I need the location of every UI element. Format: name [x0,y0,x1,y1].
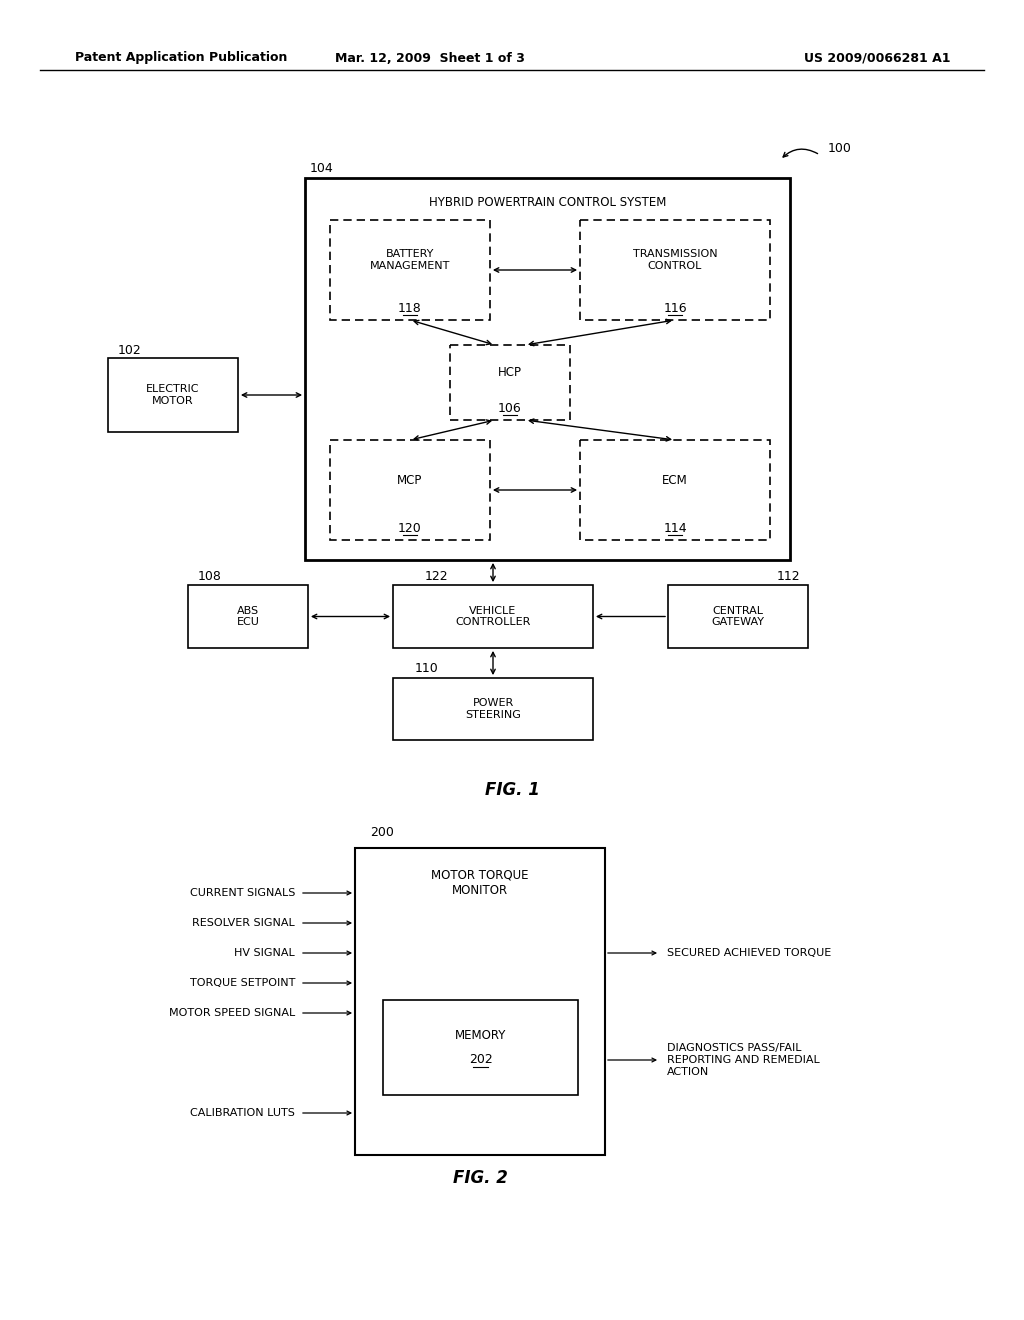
Text: 118: 118 [398,301,422,314]
Text: TRANSMISSION
CONTROL: TRANSMISSION CONTROL [633,249,718,271]
Text: 106: 106 [498,401,522,414]
Text: RESOLVER SIGNAL: RESOLVER SIGNAL [193,917,295,928]
Text: MOTOR TORQUE
MONITOR: MOTOR TORQUE MONITOR [431,869,528,898]
Text: DIAGNOSTICS PASS/FAIL
REPORTING AND REMEDIAL
ACTION: DIAGNOSTICS PASS/FAIL REPORTING AND REME… [667,1043,820,1077]
Bar [383,1001,578,1096]
Text: FIG. 2: FIG. 2 [453,1170,508,1187]
Text: 108: 108 [198,569,222,582]
Text: 100: 100 [828,141,852,154]
Bar [393,585,593,648]
Text: 202: 202 [469,1053,493,1067]
Bar [668,585,808,648]
Text: MEMORY: MEMORY [455,1030,506,1041]
Text: Mar. 12, 2009  Sheet 1 of 3: Mar. 12, 2009 Sheet 1 of 3 [335,51,525,65]
Text: HV SIGNAL: HV SIGNAL [234,948,295,958]
Text: 200: 200 [370,825,394,838]
Text: 114: 114 [664,521,687,535]
Text: 116: 116 [664,301,687,314]
Text: ELECTRIC
MOTOR: ELECTRIC MOTOR [146,384,200,405]
Text: SECURED ACHIEVED TORQUE: SECURED ACHIEVED TORQUE [667,948,831,958]
Text: 122: 122 [425,569,449,582]
Bar [393,678,593,741]
Text: 120: 120 [398,521,422,535]
Text: ECM: ECM [663,474,688,487]
Text: MOTOR SPEED SIGNAL: MOTOR SPEED SIGNAL [169,1008,295,1018]
Bar [108,358,238,432]
Text: 104: 104 [310,161,334,174]
Text: HCP: HCP [498,366,522,379]
Text: US 2009/0066281 A1: US 2009/0066281 A1 [804,51,950,65]
Text: 110: 110 [415,663,438,676]
Bar [188,585,308,648]
Text: MCP: MCP [397,474,423,487]
Text: HYBRID POWERTRAIN CONTROL SYSTEM: HYBRID POWERTRAIN CONTROL SYSTEM [429,195,667,209]
Text: 112: 112 [776,569,800,582]
Text: Patent Application Publication: Patent Application Publication [75,51,288,65]
Bar [355,847,605,1155]
Text: CALIBRATION LUTS: CALIBRATION LUTS [190,1107,295,1118]
Bar [305,178,790,560]
Text: ABS
ECU: ABS ECU [237,606,259,627]
Text: CENTRAL
GATEWAY: CENTRAL GATEWAY [712,606,765,627]
Text: VEHICLE
CONTROLLER: VEHICLE CONTROLLER [456,606,530,627]
Text: POWER
STEERING: POWER STEERING [465,698,521,719]
Text: TORQUE SETPOINT: TORQUE SETPOINT [189,978,295,987]
Text: FIG. 1: FIG. 1 [484,781,540,799]
Text: CURRENT SIGNALS: CURRENT SIGNALS [189,888,295,898]
Text: BATTERY
MANAGEMENT: BATTERY MANAGEMENT [370,249,451,271]
Bar [580,220,770,319]
Bar [330,220,490,319]
Bar [330,440,490,540]
Bar [580,440,770,540]
Bar [450,345,570,420]
Text: 102: 102 [118,343,141,356]
